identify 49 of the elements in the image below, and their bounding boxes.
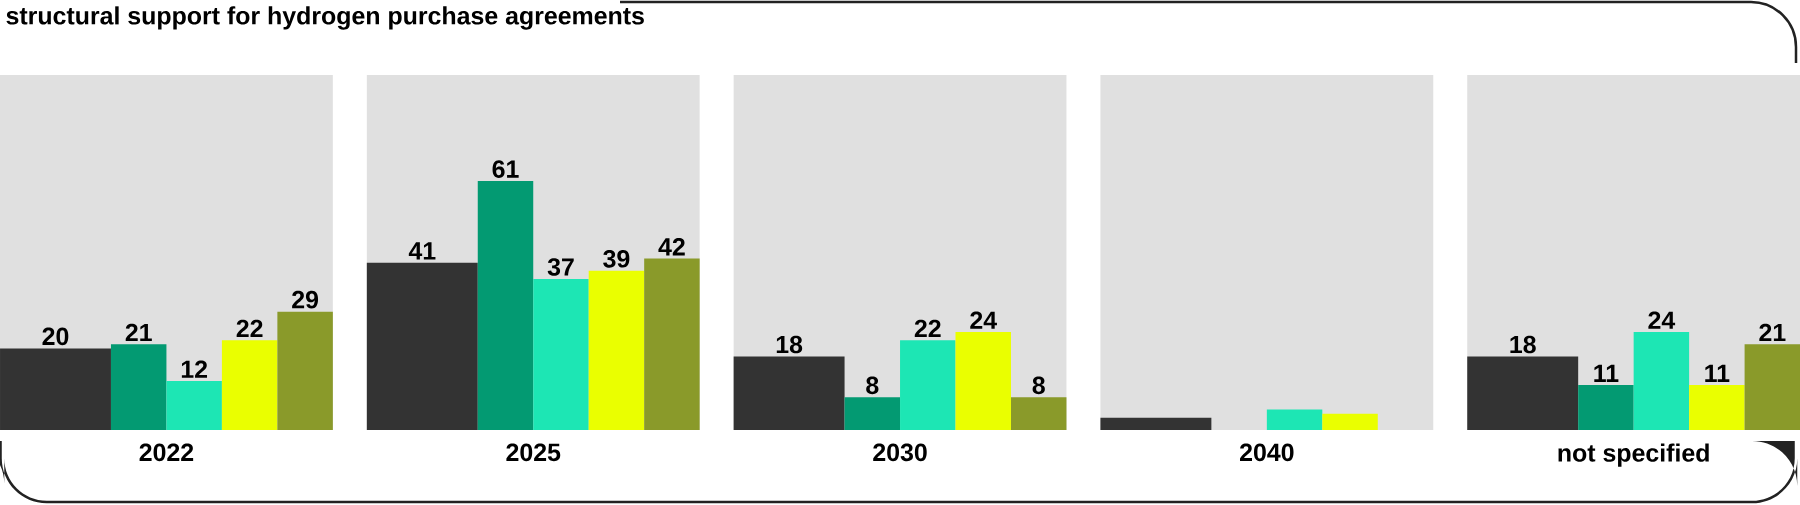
data-label: 20 [42,327,69,346]
x-tick-label: 2030 [873,443,927,462]
bar [277,311,333,430]
x-tick-label: 2040 [1240,443,1294,462]
data-label: 22 [914,319,941,338]
bar [1322,413,1378,430]
bar [900,340,956,430]
x-tick-label: 2022 [139,443,194,462]
bar [733,356,845,430]
x-tick-label: not specified [1558,443,1709,467]
data-label: 11 [1705,364,1730,382]
data-label: 18 [776,335,803,354]
data-label: 11 [1594,364,1619,382]
data-label: 21 [1759,323,1786,342]
data-label: 22 [236,319,263,338]
data-label: 24 [1648,311,1676,329]
data-label: 41 [408,242,436,260]
bar [221,340,278,430]
bar [166,381,222,430]
bar [1010,397,1067,430]
bar [1689,385,1745,430]
bar [844,397,901,430]
bar [1100,417,1212,430]
chart-title: structural support for hydrogen purchase agreements [6,6,644,30]
data-label: 39 [603,249,630,268]
bar [0,348,111,430]
data-label: 18 [1510,335,1536,354]
bar [1467,356,1579,430]
bar [588,270,645,430]
bar [1744,344,1800,430]
bar [110,344,167,430]
bar [1633,332,1690,430]
bar [1266,409,1323,430]
data-label: 42 [658,238,685,256]
bar [1578,385,1634,430]
x-tick-label: 2025 [506,443,561,462]
data-label: 24 [970,311,997,329]
bar [955,332,1011,430]
data-label: 29 [292,290,319,309]
data-label: 37 [547,258,574,276]
bar [644,258,700,430]
data-label: 61 [492,160,519,178]
data-label: 8 [866,376,879,395]
data-label: 12 [181,360,208,378]
bar [533,279,589,430]
data-label: 8 [1032,376,1045,395]
bar [366,262,478,430]
data-label: 21 [125,323,152,342]
bar [477,181,534,430]
